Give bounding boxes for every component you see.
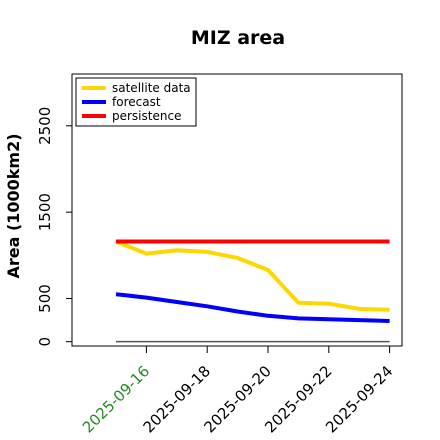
y-axis: 0 500 1500 2500 xyxy=(36,107,72,347)
series-lines xyxy=(115,239,390,323)
y-tick-label-0: 0 xyxy=(36,337,54,347)
legend-label-persistence: persistence xyxy=(112,109,181,123)
chart-title: MIZ area xyxy=(191,27,285,49)
plot-frame xyxy=(71,73,403,347)
y-tick-label-2: 1500 xyxy=(36,193,54,231)
legend-label-forecast: forecast xyxy=(112,95,161,109)
x-axis: 2025-09-162025-09-182025-09-202025-09-22… xyxy=(79,346,396,436)
legend-label-satellite-data: satellite data xyxy=(112,81,191,95)
y-tick-label-1: 500 xyxy=(36,284,54,313)
y-tick-label-3: 2500 xyxy=(36,107,54,145)
y-axis-label: Area (1000km2) xyxy=(4,133,23,278)
series-line-satellite-data xyxy=(115,239,390,312)
series-line-forecast xyxy=(115,292,390,323)
